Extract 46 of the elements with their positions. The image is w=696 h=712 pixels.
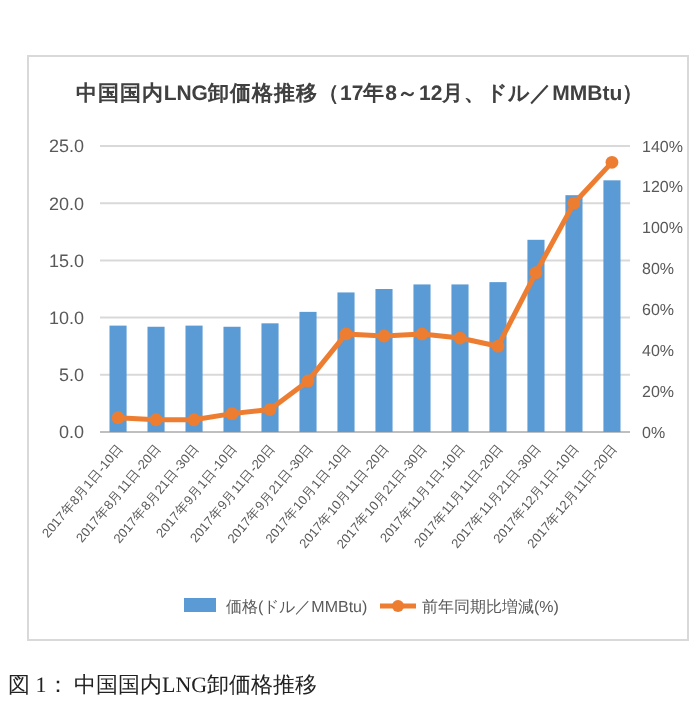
bar bbox=[565, 195, 583, 432]
y2-tick-label: 20% bbox=[642, 382, 675, 401]
caption: 図 1： 中国国内LNG卸価格推移 bbox=[8, 672, 318, 698]
y2-tick-label: 80% bbox=[642, 260, 675, 279]
point bbox=[415, 327, 429, 341]
point bbox=[453, 331, 467, 345]
y-tick-label: 15.0 bbox=[48, 250, 84, 271]
point bbox=[567, 196, 581, 210]
bar bbox=[261, 323, 279, 432]
legend-label: 価格(ドル／MMBtu) bbox=[226, 597, 368, 616]
bar bbox=[337, 292, 355, 432]
bar bbox=[603, 180, 621, 432]
bar bbox=[299, 311, 317, 432]
point bbox=[111, 411, 125, 425]
y-tick-label: 0.0 bbox=[58, 422, 84, 443]
point bbox=[605, 155, 619, 169]
point bbox=[377, 329, 391, 343]
y2-tick-label: 60% bbox=[642, 301, 675, 320]
chart-title: 中国国内LNG卸価格推移（17年8～12月、ドル／MMBtu） bbox=[75, 80, 645, 106]
point bbox=[263, 403, 277, 416]
bar bbox=[109, 325, 127, 432]
point bbox=[301, 374, 315, 388]
bar bbox=[527, 239, 545, 432]
y-tick-label: 5.0 bbox=[58, 365, 84, 386]
point bbox=[149, 413, 163, 427]
bar bbox=[185, 325, 203, 432]
point bbox=[339, 327, 353, 341]
bar bbox=[223, 326, 241, 432]
y-tick-label: 25.0 bbox=[48, 136, 84, 157]
y-tick-label: 10.0 bbox=[48, 307, 84, 328]
point bbox=[491, 339, 505, 353]
bar bbox=[375, 289, 393, 432]
point bbox=[529, 266, 543, 280]
legend-label: 前年同期比増減(%) bbox=[422, 597, 560, 616]
point bbox=[225, 407, 239, 421]
bar bbox=[451, 284, 469, 432]
y-tick-label: 20.0 bbox=[48, 193, 84, 214]
y2-tick-label: 0% bbox=[642, 423, 666, 442]
y2-tick-label: 140% bbox=[642, 137, 683, 156]
bar bbox=[413, 284, 431, 432]
y2-tick-label: 120% bbox=[642, 178, 683, 197]
bar bbox=[489, 282, 507, 432]
point bbox=[187, 413, 201, 427]
y2-tick-label: 100% bbox=[642, 219, 683, 238]
y2-tick-label: 40% bbox=[642, 341, 675, 360]
bar bbox=[147, 326, 165, 432]
